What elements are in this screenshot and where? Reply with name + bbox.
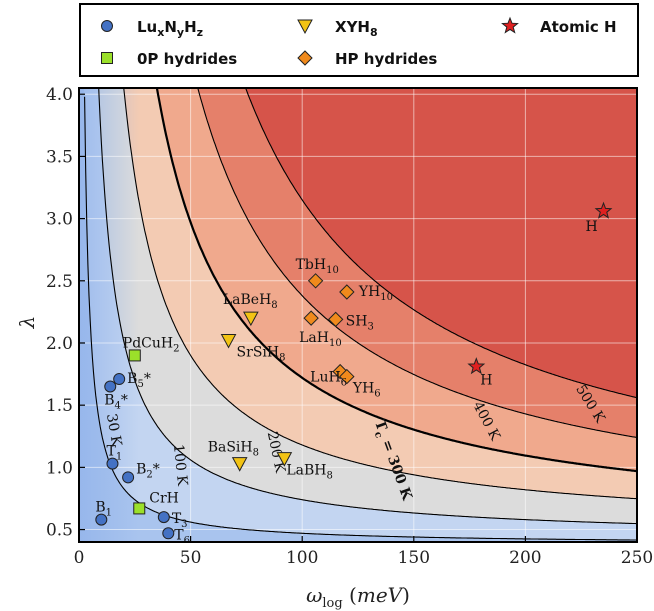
point-hp-hydrides-lah10-2 <box>303 310 319 326</box>
x-axis-label: ωlog (meV) <box>306 583 410 611</box>
legend-marker-xyh8 <box>297 19 313 35</box>
point-luxnyhz-b2-3 <box>122 471 135 484</box>
legend: LuxNyHz XYH8 Atomic H 0P hydrides HP hydride… <box>79 3 639 77</box>
label-basih8-2: BaSiH8 <box>208 440 259 459</box>
point-xyh8-srsih8-1 <box>220 333 237 349</box>
legend-marker-hp-hydrides <box>297 50 313 66</box>
label-tbh10-0: TbH10 <box>296 257 339 276</box>
point-hp-hydrides-yh6-5 <box>339 368 355 385</box>
y-tick-label-2-5: 2.5 <box>46 272 73 292</box>
point-luxnyhz-b1-4 <box>95 513 108 526</box>
y-tick-label-2: 2.0 <box>46 334 73 354</box>
legend-marker-atomic-h <box>501 16 519 34</box>
point-luxnyhz-t1-2 <box>106 457 119 470</box>
plot-frame <box>78 87 638 543</box>
y-tick-label-1: 1.0 <box>46 458 73 478</box>
label-labh8-3: LaBH8 <box>286 463 333 482</box>
label-h-0: H <box>480 373 492 389</box>
x-tick-label-200: 200 <box>509 548 541 568</box>
x-tick-label-250: 250 <box>621 548 653 568</box>
legend-marker-0p-hydrides <box>101 52 113 64</box>
label-b1-4: B1 <box>95 500 112 519</box>
point-luxnyhz-t3-5 <box>157 511 170 524</box>
label-luh6-4: LuH6 <box>310 370 347 389</box>
contour-tc-300-k <box>155 88 637 473</box>
point-0p-hydrides-crh-1 <box>133 502 146 515</box>
legend-marker-luxnyhz <box>101 20 113 32</box>
contour-label-100-k: 100 K <box>170 444 190 488</box>
band-200-k <box>79 88 637 542</box>
y-tick-label-1-5: 1.5 <box>46 396 73 416</box>
point-hp-hydrides-yh10-1 <box>339 284 355 300</box>
contour-200-k <box>123 88 637 500</box>
legend-label-atomic-h: Atomic H <box>540 18 617 36</box>
label-pdcuh2-0: PdCuH2 <box>123 335 180 354</box>
point-xyh8-labeh8-0 <box>243 311 259 327</box>
label-srsih8-1: SrSiH8 <box>237 344 286 363</box>
point-hp-hydrides-sh3-3 <box>327 311 344 328</box>
label-t3-5: T3 <box>172 511 188 530</box>
label-b2-3: B2* <box>136 461 160 480</box>
label-t1-2: T1 <box>106 444 122 463</box>
contour-30-k <box>84 96 637 541</box>
point-hp-hydrides-tbh10-0 <box>307 273 324 289</box>
point-xyh8-labh8-3 <box>276 452 293 467</box>
x-tick-label-100: 100 <box>286 548 318 568</box>
label-crh-1: CrH <box>149 490 179 506</box>
contour-100-k <box>98 88 637 525</box>
x-tick-label-0: 0 <box>74 548 85 568</box>
y-axis-label: λ <box>15 316 39 330</box>
label-sh3-3: SH3 <box>346 313 374 332</box>
point-atomic-h-h-1 <box>594 201 613 219</box>
legend-label-luxnyhz: LuxNyHz <box>137 18 203 39</box>
point-luxnyhz-b4-0 <box>104 380 117 393</box>
y-tick-label-3: 3.0 <box>46 210 73 230</box>
x-tick-label-50: 50 <box>180 548 202 568</box>
label-b5-1: B5* <box>127 371 151 390</box>
label-b4-0: B4* <box>104 393 128 412</box>
label-labeh8-0: LaBeH8 <box>223 292 278 311</box>
y-tick-label-4: 4.0 <box>46 85 73 105</box>
contour-500-k <box>245 88 637 399</box>
x-tick-label-150: 150 <box>398 548 430 568</box>
legend-label-xyh8: XYH8 <box>335 18 378 39</box>
label-lah10-2: LaH10 <box>299 330 342 349</box>
label-t6-6: T6 <box>174 527 190 546</box>
contour-400-k <box>197 88 637 439</box>
point-luxnyhz-b5-1 <box>113 373 126 386</box>
point-atomic-h-h-0 <box>467 357 486 375</box>
legend-frame <box>79 3 639 77</box>
contour-label-30-k: 30 K <box>103 412 125 448</box>
point-0p-hydrides-pdcuh2-0 <box>128 349 141 362</box>
label-yh10-1: YH10 <box>358 284 393 303</box>
label-yh6-5: YH6 <box>352 381 381 400</box>
legend-label-0p-hydrides: 0P hydrides <box>137 50 237 68</box>
point-xyh8-basih8-2 <box>231 457 248 472</box>
y-tick-label-0-5: 0.5 <box>46 521 73 541</box>
point-luxnyhz-t6-6 <box>162 527 175 540</box>
legend-label-hp-hydrides: HP hydrides <box>335 50 437 68</box>
label-h-1: H <box>586 219 598 235</box>
y-tick-label-3-5: 3.5 <box>46 147 73 167</box>
